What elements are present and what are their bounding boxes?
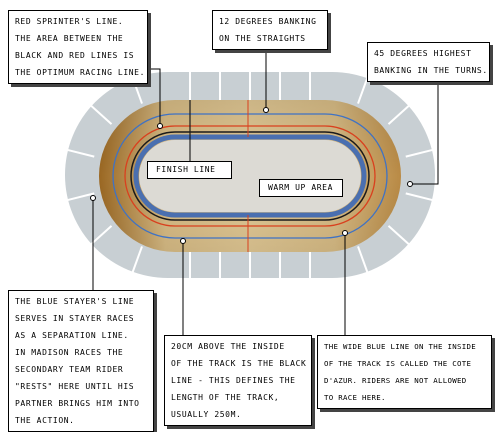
cote-dazur-text: TO RACE HERE. (324, 393, 386, 402)
warm-up-area-text: WARM UP AREA (268, 183, 333, 192)
black-line-text: OF THE TRACK IS THE BLACK (171, 359, 307, 368)
finish-line-label: FINISH LINE (147, 161, 232, 179)
cote-dazur-label: THE WIDE BLUE LINE ON THE INSIDE OF THE … (317, 335, 492, 409)
sprinter-line-text: BLACK AND RED LINES IS (15, 51, 135, 60)
stayer-line-text: PARTNER BRINGS HIM INTO (15, 399, 140, 408)
dot-sprinter (157, 123, 163, 129)
stayer-line-text: SERVES IN STAYER RACES (15, 314, 135, 323)
stand-divider (387, 104, 410, 125)
stand-divider (357, 246, 369, 274)
black-line-label: 20CM ABOVE THE INSIDE OF THE TRACK IS TH… (164, 335, 312, 426)
dot-stayer (90, 195, 96, 201)
stayer-line-text: SECONDARY TEAM RIDER (15, 365, 124, 374)
stayer-line-text: IN MADISON RACES THE (15, 348, 124, 357)
stayer-line-text: THE BLUE STAYER'S LINE (15, 297, 135, 306)
sprinter-line-text: THE OPTIMUM RACING LINE. (15, 68, 145, 77)
banking-straights-label: 12 DEGREES BANKING ON THE STRAIGHTS (212, 10, 328, 50)
sprinter-line (124, 125, 376, 227)
banking-turns-text: 45 DEGREES HIGHEST (374, 49, 472, 58)
stand-divider (90, 225, 113, 246)
stayer-line-text: THE ACTION. (15, 416, 75, 425)
stayer-line-text: AS A SEPARATION LINE. (15, 331, 129, 340)
stayer-line-label: THE BLUE STAYER'S LINE SERVES IN STAYER … (8, 290, 154, 432)
dot-cote-dazur (342, 230, 348, 236)
sprinter-line-text: RED SPRINTER'S LINE. (15, 17, 124, 26)
stand-divider (357, 76, 369, 104)
black-line-text: USUALLY 250M. (171, 410, 242, 419)
cote-dazur-text: D'AZUR. RIDERS ARE NOT ALLOWED (324, 376, 467, 385)
stand-divider (66, 192, 95, 202)
stand-divider (405, 148, 434, 158)
stand-divider (387, 225, 410, 246)
stayer-line-text: "RESTS" HERE UNTIL HIS (15, 382, 135, 391)
black-line-text: LENGTH OF THE TRACK, (171, 393, 280, 402)
stand-divider (405, 192, 434, 202)
warm-up-area-label: WARM UP AREA (259, 179, 343, 197)
black-line-text: 20CM ABOVE THE INSIDE (171, 342, 285, 351)
dot-banking-turns (407, 181, 413, 187)
dot-black-line (180, 238, 186, 244)
callout-banking-turns (410, 80, 439, 185)
callout-lines (92, 43, 439, 335)
stand-divider (66, 148, 95, 158)
cote-dazur-text: THE WIDE BLUE LINE ON THE INSIDE (324, 342, 476, 351)
banking-straights-text: 12 DEGREES BANKING (219, 17, 317, 26)
banking-turns-text: BANKING IN THE TURNS. (374, 66, 488, 75)
cote-dazur-band (133, 134, 367, 218)
stand-divider (131, 246, 143, 274)
measurement-line (130, 131, 370, 221)
stand-divider (90, 104, 113, 125)
stayer-line (112, 113, 388, 239)
black-line-text: LINE - THIS DEFINES THE (171, 376, 296, 385)
dot-banking-straights (263, 107, 269, 113)
banking-straights-text: ON THE STRAIGHTS (219, 34, 306, 43)
cote-dazur-text: OF THE TRACK IS CALLED THE COTE (324, 359, 472, 368)
sprinter-line-text: THE AREA BETWEEN THE (15, 34, 124, 43)
callout-dots (90, 107, 413, 244)
sprinter-line-label: RED SPRINTER'S LINE. THE AREA BETWEEN TH… (8, 10, 148, 84)
banking-turns-label: 45 DEGREES HIGHEST BANKING IN THE TURNS. (367, 42, 490, 82)
finish-line-text: FINISH LINE (156, 165, 216, 174)
callout-sprinter (147, 68, 161, 126)
